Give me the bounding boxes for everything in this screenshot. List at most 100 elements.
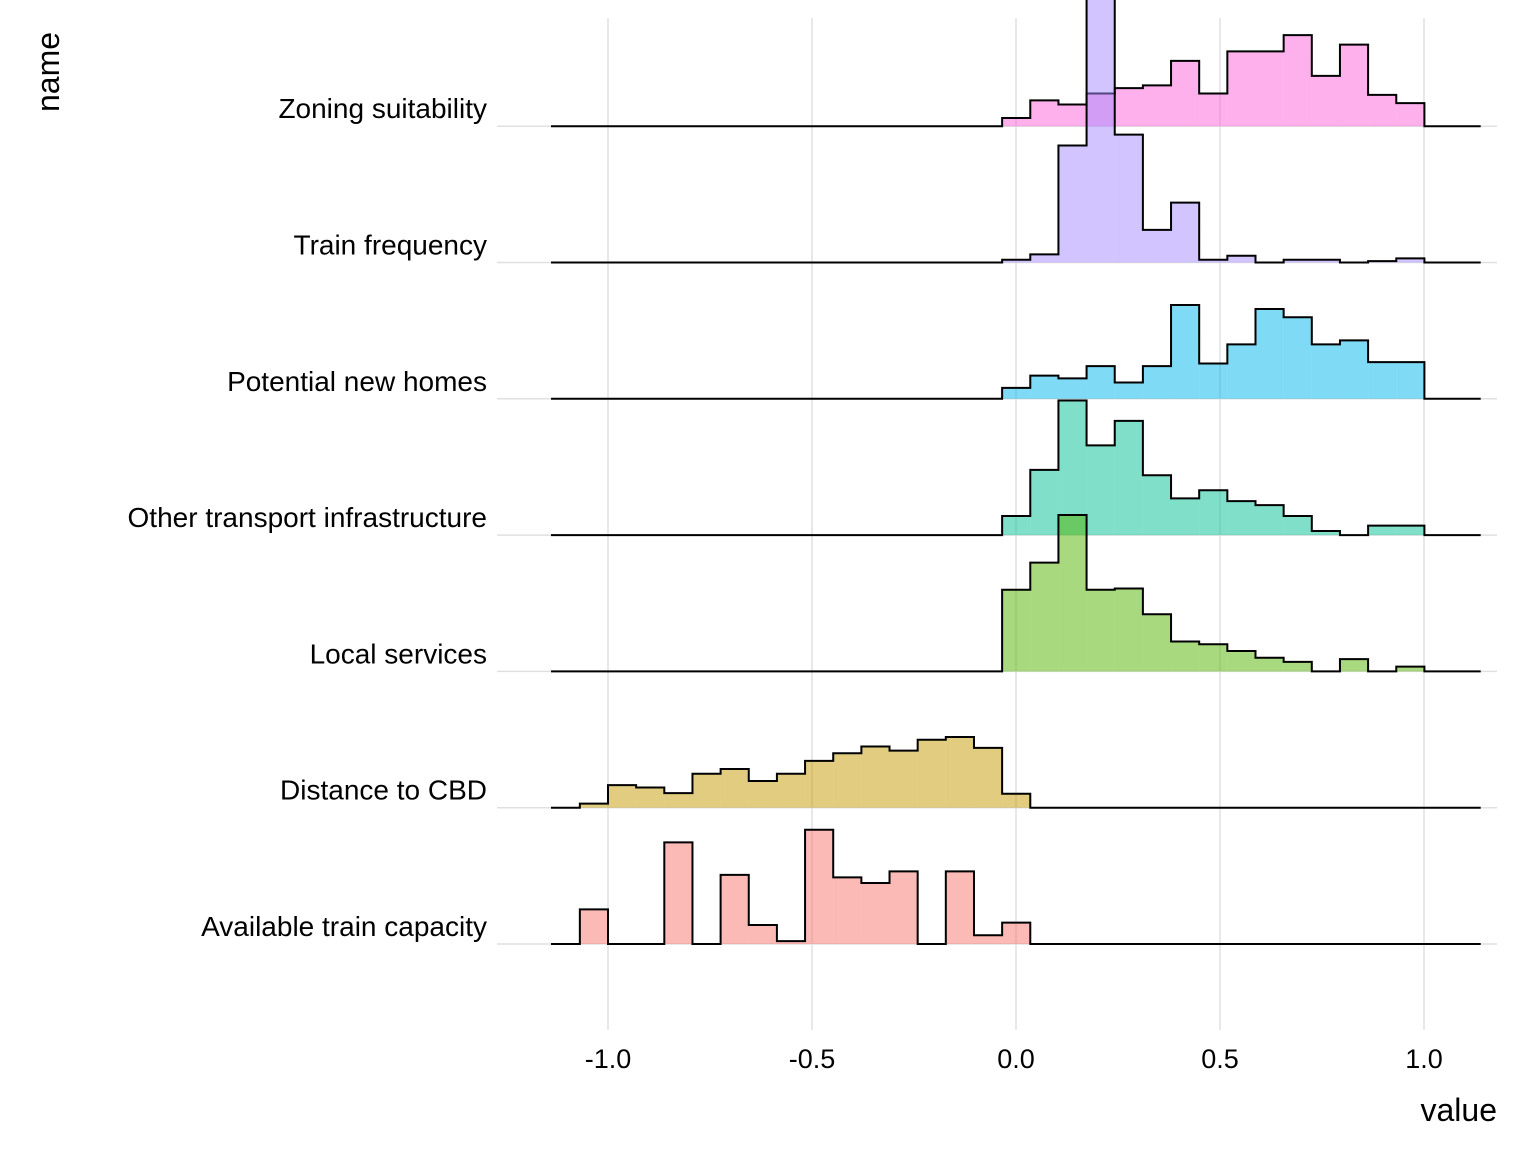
- histogram-bar: [805, 760, 834, 808]
- histogram-bar: [945, 736, 974, 808]
- histogram-bar: [664, 842, 693, 944]
- histogram-bar: [1283, 35, 1312, 127]
- histogram-bar: [1255, 309, 1284, 399]
- histogram-bar: [1030, 375, 1059, 399]
- histogram-bar: [579, 909, 608, 944]
- histogram-bar: [1339, 44, 1369, 127]
- histogram-bar: [1002, 516, 1031, 536]
- ridge-outline: [551, 34, 1481, 128]
- row-label-distance-to-cbd: Distance to CBD: [280, 775, 487, 806]
- histogram-bar: [1086, 589, 1115, 672]
- histogram-bar: [1283, 259, 1312, 263]
- row-labels: Zoning suitability Train frequency Potenti…: [128, 93, 487, 942]
- ridge-outline: [551, 514, 1481, 673]
- histogram-bar: [1142, 229, 1172, 263]
- histogram-bar: [1030, 254, 1059, 263]
- ridge-other-transport-infrastructure: [551, 399, 1481, 537]
- x-tick-label: 0.0: [997, 1044, 1035, 1074]
- histogram-bar: [1199, 644, 1228, 672]
- histogram-bar: [748, 781, 777, 808]
- histogram-bar: [833, 753, 862, 808]
- histogram-bar: [1142, 85, 1172, 127]
- row-label-zoning-suitability: Zoning suitability: [278, 93, 487, 124]
- ridge-outline: [551, 828, 1481, 945]
- x-tick-label: 1.0: [1405, 1044, 1443, 1074]
- histogram-bar: [1227, 255, 1256, 263]
- histogram-bar: [748, 924, 777, 944]
- histogram-bar: [861, 746, 890, 808]
- histogram-bar: [1058, 378, 1087, 399]
- ridge-distance-to-cbd: [551, 735, 1481, 809]
- histogram-bar: [1368, 525, 1397, 536]
- histogram-bar: [833, 877, 862, 944]
- histogram-bar: [1030, 100, 1059, 127]
- histogram-bar: [1199, 363, 1228, 399]
- histogram-bar: [1086, 0, 1115, 263]
- row-label-other-transport-infrastructure: Other transport infrastructure: [128, 502, 487, 533]
- histogram-bar: [720, 768, 749, 808]
- row-label-train-frequency: Train frequency: [294, 230, 488, 261]
- histogram-bar: [1255, 51, 1284, 127]
- histogram-bar: [1142, 366, 1172, 399]
- histogram-bar: [776, 941, 806, 944]
- histogram-bar: [636, 787, 665, 808]
- histogram-bar: [1058, 145, 1087, 263]
- histogram-bar: [1368, 94, 1397, 127]
- histogram-bar: [1058, 515, 1087, 672]
- ridge-outline: [551, 399, 1481, 537]
- ridge-potential-new-homes: [551, 303, 1481, 400]
- histogram-bar: [1002, 118, 1031, 127]
- histogram-bar: [1255, 505, 1284, 536]
- histogram-bar: [889, 871, 918, 944]
- histogram-bar: [1339, 340, 1369, 399]
- histogram-bar: [1171, 498, 1200, 536]
- histogram-bar: [1142, 475, 1172, 536]
- histogram-bar: [1396, 103, 1425, 127]
- histogram-bar: [1227, 651, 1256, 672]
- histogram-bar: [1002, 589, 1031, 672]
- histogram-bar: [1199, 93, 1228, 127]
- ridge-available-train-capacity: [551, 828, 1481, 945]
- histogram-bar: [1311, 259, 1340, 263]
- ridge-local-services: [551, 514, 1481, 673]
- histogram-bar: [973, 747, 1003, 808]
- ridge-zoning-suitability: [551, 34, 1481, 128]
- row-label-potential-new-homes: Potential new homes: [227, 366, 487, 397]
- histogram-bar: [973, 935, 1003, 944]
- histogram-bar: [1171, 60, 1200, 127]
- histogram-bar: [1311, 531, 1340, 536]
- histogram-bar: [1171, 304, 1200, 399]
- ridge-outline: [551, 0, 1481, 264]
- histogram-bar: [917, 739, 946, 808]
- histogram-bar: [1058, 400, 1087, 536]
- histogram-bar: [1058, 104, 1087, 127]
- histogram-bar: [805, 829, 834, 944]
- histogram-bar: [1086, 366, 1115, 399]
- histogram-bar: [1396, 258, 1425, 263]
- histogram-bar: [1114, 382, 1143, 399]
- histogram-bar: [1199, 490, 1228, 536]
- histogram-bar: [1114, 88, 1143, 127]
- histogram-bar: [579, 803, 608, 808]
- histogram-bar: [1396, 362, 1425, 399]
- histogram-bar: [1171, 202, 1200, 263]
- histogram-bar: [1114, 420, 1143, 536]
- histogram-bar: [1171, 641, 1200, 672]
- histogram-bar: [1283, 516, 1312, 536]
- histogram-bar: [1002, 259, 1031, 263]
- histogram-bar: [1311, 344, 1340, 399]
- histogram-bar: [692, 773, 721, 808]
- histogram-bar: [1368, 362, 1397, 399]
- histogram-bar: [1030, 562, 1059, 672]
- histogram-bar: [1227, 51, 1256, 127]
- histogram-bar: [720, 874, 749, 944]
- x-axis-ticks: -1.0 -0.5 0.0 0.5 1.0: [585, 1044, 1443, 1074]
- histogram-bar: [1199, 259, 1228, 263]
- x-tick-label: -1.0: [585, 1044, 632, 1074]
- ridge-train-frequency: [551, 0, 1481, 264]
- row-label-available-train-capacity: Available train capacity: [201, 911, 487, 942]
- histogram-bar: [889, 750, 918, 808]
- histogram-bar: [1227, 501, 1256, 536]
- histogram-bar: [776, 773, 806, 808]
